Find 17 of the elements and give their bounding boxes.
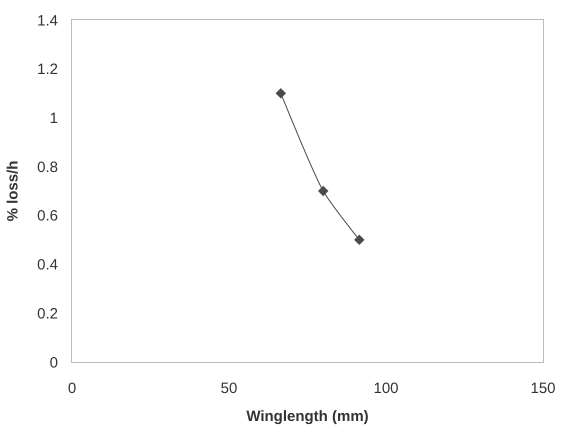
x-axis-title: Winglength (mm): [246, 408, 369, 425]
point: [276, 88, 286, 98]
y-tick-label: 1.4: [37, 12, 58, 30]
y-tick-label: 1.2: [37, 61, 58, 78]
y-axis-title: % loss/h: [4, 160, 22, 222]
x-tick-label: 0: [68, 380, 76, 397]
y-tick-label: 0.4: [37, 256, 58, 274]
y-tick-label: 1: [50, 110, 58, 127]
y-tick-label: 0: [50, 354, 58, 372]
y-tick-label: 0.8: [37, 158, 58, 176]
x-tick-label: 100: [373, 380, 399, 397]
x-tick-label: 150: [530, 380, 556, 397]
x-tick-label: 50: [220, 380, 238, 397]
point: [318, 186, 328, 196]
point: [354, 234, 365, 246]
y-tick-label: 0.2: [37, 305, 58, 322]
y-tick-label: 0.6: [37, 208, 58, 225]
